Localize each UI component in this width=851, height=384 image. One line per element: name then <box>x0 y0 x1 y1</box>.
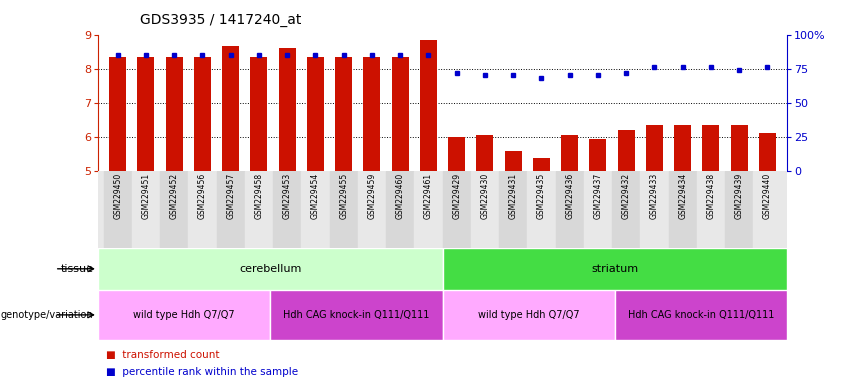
Bar <box>612 171 640 248</box>
Bar <box>137 57 154 171</box>
Text: GSM229455: GSM229455 <box>340 173 348 219</box>
Text: tissue: tissue <box>60 264 94 274</box>
Bar <box>584 171 612 248</box>
Text: striatum: striatum <box>591 264 638 274</box>
Bar <box>335 57 352 171</box>
Bar <box>386 171 414 248</box>
Bar <box>391 57 408 171</box>
Text: GSM229460: GSM229460 <box>396 173 404 219</box>
Text: GSM229454: GSM229454 <box>311 173 320 219</box>
Bar <box>556 171 584 248</box>
Bar <box>166 57 183 171</box>
Bar <box>640 171 669 248</box>
Bar <box>477 135 494 171</box>
Bar <box>759 133 776 171</box>
Text: GSM229453: GSM229453 <box>283 173 292 219</box>
Bar <box>278 48 295 171</box>
Text: GSM229434: GSM229434 <box>678 173 687 219</box>
Bar <box>731 125 748 171</box>
Text: GSM229432: GSM229432 <box>621 173 631 219</box>
Bar <box>273 171 301 248</box>
Bar <box>357 171 386 248</box>
Bar <box>98 290 271 340</box>
Text: GSM229459: GSM229459 <box>368 173 376 219</box>
Bar <box>697 171 725 248</box>
Bar <box>271 290 443 340</box>
Bar <box>614 290 787 340</box>
Bar <box>420 40 437 171</box>
Text: GSM229456: GSM229456 <box>198 173 207 219</box>
Bar <box>499 171 528 248</box>
Bar <box>194 57 211 171</box>
Text: GSM229429: GSM229429 <box>452 173 461 219</box>
Bar <box>301 171 329 248</box>
Text: wild type Hdh Q7/Q7: wild type Hdh Q7/Q7 <box>134 310 235 320</box>
Text: GSM229439: GSM229439 <box>734 173 744 219</box>
Bar <box>618 130 635 171</box>
Bar <box>471 171 499 248</box>
Bar <box>216 171 245 248</box>
Text: GSM229438: GSM229438 <box>706 173 716 219</box>
Bar <box>590 139 607 171</box>
Bar <box>753 171 781 248</box>
Text: GSM229430: GSM229430 <box>481 173 489 219</box>
Bar <box>674 125 691 171</box>
Bar <box>443 171 471 248</box>
Bar <box>561 135 578 171</box>
Bar <box>98 248 443 290</box>
Text: GSM229457: GSM229457 <box>226 173 235 219</box>
Bar <box>104 171 132 248</box>
Bar <box>329 171 357 248</box>
Bar <box>505 151 522 171</box>
Bar <box>109 57 126 171</box>
Bar <box>363 57 380 171</box>
Text: Hdh CAG knock-in Q111/Q111: Hdh CAG knock-in Q111/Q111 <box>283 310 430 320</box>
Bar <box>250 57 267 171</box>
Text: Hdh CAG knock-in Q111/Q111: Hdh CAG knock-in Q111/Q111 <box>628 310 774 320</box>
Text: GSM229437: GSM229437 <box>593 173 603 219</box>
Bar <box>448 137 465 171</box>
Bar <box>669 171 697 248</box>
Text: genotype/variation: genotype/variation <box>1 310 94 320</box>
Text: ■  percentile rank within the sample: ■ percentile rank within the sample <box>106 367 299 377</box>
Text: GSM229440: GSM229440 <box>762 173 772 219</box>
Text: cerebellum: cerebellum <box>239 264 301 274</box>
Bar <box>307 57 324 171</box>
Bar <box>646 125 663 171</box>
Bar <box>188 171 216 248</box>
Bar <box>160 171 188 248</box>
Text: GSM229435: GSM229435 <box>537 173 545 219</box>
Bar <box>222 46 239 171</box>
Bar <box>414 171 443 248</box>
Text: GSM229461: GSM229461 <box>424 173 433 219</box>
Bar <box>528 171 556 248</box>
Bar <box>702 125 719 171</box>
Text: GSM229452: GSM229452 <box>169 173 179 219</box>
Bar <box>533 158 550 171</box>
Bar <box>443 248 787 290</box>
Text: GSM229433: GSM229433 <box>650 173 659 219</box>
Text: ■  transformed count: ■ transformed count <box>106 350 220 360</box>
Text: GSM229458: GSM229458 <box>254 173 264 219</box>
Text: GSM229436: GSM229436 <box>565 173 574 219</box>
Bar <box>245 171 273 248</box>
Text: GSM229451: GSM229451 <box>141 173 151 219</box>
Bar <box>443 290 614 340</box>
Text: GSM229450: GSM229450 <box>113 173 123 219</box>
Bar <box>725 171 753 248</box>
Bar <box>132 171 160 248</box>
Text: GDS3935 / 1417240_at: GDS3935 / 1417240_at <box>140 13 302 27</box>
Text: GSM229431: GSM229431 <box>509 173 517 219</box>
Text: wild type Hdh Q7/Q7: wild type Hdh Q7/Q7 <box>478 310 580 320</box>
